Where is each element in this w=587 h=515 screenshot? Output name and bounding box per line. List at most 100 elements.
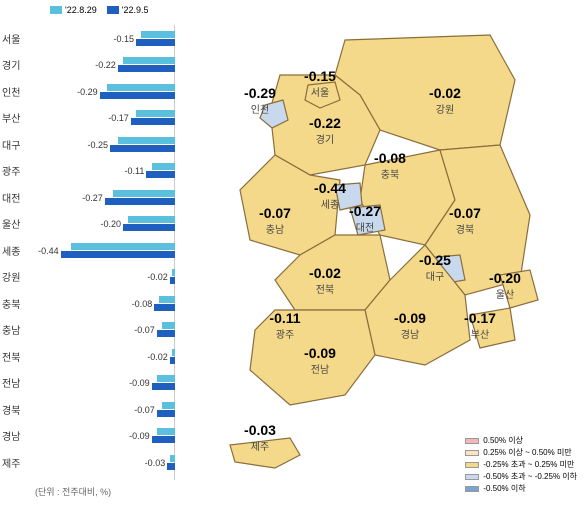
- bar-pair: -0.09: [152, 428, 175, 443]
- bar-container: -0.02: [35, 264, 175, 291]
- province-shape: [500, 270, 538, 308]
- bar-series2: [61, 251, 175, 258]
- bar-row: 충북 -0.08: [0, 290, 180, 317]
- bar-row: 인천-0.29: [0, 78, 180, 105]
- bar-series1: [123, 57, 175, 64]
- bar-container: -0.20: [35, 211, 175, 238]
- bar-value-label: -0.02: [147, 352, 168, 362]
- region-label: 대구: [2, 137, 32, 152]
- bar-series1: [136, 110, 175, 117]
- bar-series2: [146, 171, 175, 178]
- bar-value-label: -0.03: [145, 458, 166, 468]
- bar-chart-panel: '22.8.29 '22.9.5 서울 -0.15 경기 -0.22 인천-0.29부산…: [0, 0, 180, 510]
- bar-series2: [170, 277, 175, 284]
- bar-row: 광주 -0.11: [0, 158, 180, 185]
- bar-series2: [136, 39, 175, 46]
- bar-row: 강원-0.02: [0, 264, 180, 291]
- bar-pair: -0.20: [123, 216, 175, 231]
- bar-row: 부산-0.17: [0, 105, 180, 132]
- bar-value-label: -0.09: [129, 378, 150, 388]
- map-panel: -0.15서울-0.29인천-0.22경기-0.02강원-0.08충북-0.44…: [180, 0, 587, 510]
- bar-pair: -0.15: [136, 31, 175, 46]
- bar-series2: [157, 410, 175, 417]
- bar-series1: [107, 84, 175, 91]
- bar-row: 제주-0.03: [0, 449, 180, 476]
- bar-pair: -0.44: [61, 243, 175, 258]
- bar-series2: [118, 65, 175, 72]
- bar-row: 울산 -0.20: [0, 211, 180, 238]
- bar-row: 전북 -0.02: [0, 343, 180, 370]
- bar-series2: [100, 92, 175, 99]
- region-label: 울산: [2, 216, 32, 231]
- bar-pair: -0.27: [105, 190, 175, 205]
- region-label: 충북: [2, 296, 32, 311]
- bar-row: 경남-0.09: [0, 423, 180, 450]
- region-label: 전남: [2, 375, 32, 390]
- bar-series2: [170, 357, 175, 364]
- bar-series1: [172, 349, 175, 356]
- bar-pair: -0.25: [110, 137, 175, 152]
- map-legend-swatch: [465, 462, 479, 468]
- bar-container: -0.17: [35, 105, 175, 132]
- bar-series2: [154, 304, 175, 311]
- bar-series2: [167, 463, 175, 470]
- map-legend-item: 0.50% 이상: [465, 435, 577, 446]
- map-legend-swatch: [465, 486, 479, 492]
- bar-container: -0.22: [35, 52, 175, 79]
- bar-row: 서울 -0.15: [0, 25, 180, 52]
- bar-value-label: -0.11: [125, 166, 145, 176]
- bar-container: -0.07: [35, 317, 175, 344]
- region-label: 대전: [2, 190, 32, 205]
- bar-series2: [123, 224, 175, 231]
- bar-container: -0.09: [35, 370, 175, 397]
- map-legend-item: -0.25% 초과 ~ 0.25% 미만: [465, 459, 577, 470]
- map-legend-label: -0.50% 이하: [483, 483, 525, 494]
- province-shape: [350, 205, 385, 235]
- bar-series1: [113, 190, 175, 197]
- bar-pair: -0.11: [146, 163, 175, 178]
- region-label: 서울: [2, 31, 32, 46]
- bar-value-label: -0.22: [95, 60, 116, 70]
- bar-series1: [159, 296, 175, 303]
- bar-pair: -0.29: [100, 84, 175, 99]
- bar-series2: [157, 330, 175, 337]
- bar-value-label: -0.17: [108, 113, 129, 123]
- bar-series2: [152, 383, 175, 390]
- region-label: 경기: [2, 57, 32, 72]
- bar-value-label: -0.07: [134, 405, 155, 415]
- region-label: 세종: [2, 243, 32, 258]
- bar-series1: [118, 137, 175, 144]
- bar-value-label: -0.27: [82, 193, 103, 203]
- bar-value-label: -0.15: [113, 34, 134, 44]
- legend-label-2: '22.9.5: [122, 5, 149, 15]
- bar-series2: [105, 198, 175, 205]
- map-legend-swatch: [465, 438, 479, 444]
- region-label: 전북: [2, 349, 32, 364]
- region-label: 광주: [2, 163, 32, 178]
- bars-container: 서울 -0.15 경기 -0.22 인천-0.29부산-0.17 대구 -0.25 광주 -0.…: [0, 25, 180, 476]
- province-shape: [250, 310, 375, 405]
- map-legend-label: -0.25% 초과 ~ 0.25% 미만: [483, 459, 574, 470]
- bar-pair: -0.08: [154, 296, 175, 311]
- map-legend: 0.50% 이상0.25% 이상 ~ 0.50% 미만-0.25% 초과 ~ 0…: [465, 435, 577, 495]
- bar-pair: -0.17: [131, 110, 175, 125]
- bar-value-label: -0.07: [134, 325, 155, 335]
- bar-series1: [141, 31, 175, 38]
- bar-series1: [157, 375, 175, 382]
- region-label: 경북: [2, 402, 32, 417]
- bar-container: -0.03: [35, 449, 175, 476]
- chart-legend: '22.8.29 '22.9.5: [50, 5, 149, 15]
- legend-series1: '22.8.29: [50, 5, 97, 15]
- bar-pair: -0.02: [170, 269, 175, 284]
- bar-series1: [170, 455, 175, 462]
- bar-row: 충남-0.07: [0, 317, 180, 344]
- legend-label-1: '22.8.29: [65, 5, 97, 15]
- bar-row: 경북 -0.07: [0, 396, 180, 423]
- bar-container: -0.44: [35, 237, 175, 264]
- bar-pair: -0.22: [118, 57, 175, 72]
- bar-series1: [157, 428, 175, 435]
- bar-series2: [152, 436, 175, 443]
- bar-series2: [110, 145, 175, 152]
- legend-series2: '22.9.5: [107, 5, 149, 15]
- map-legend-item: 0.25% 이상 ~ 0.50% 미만: [465, 447, 577, 458]
